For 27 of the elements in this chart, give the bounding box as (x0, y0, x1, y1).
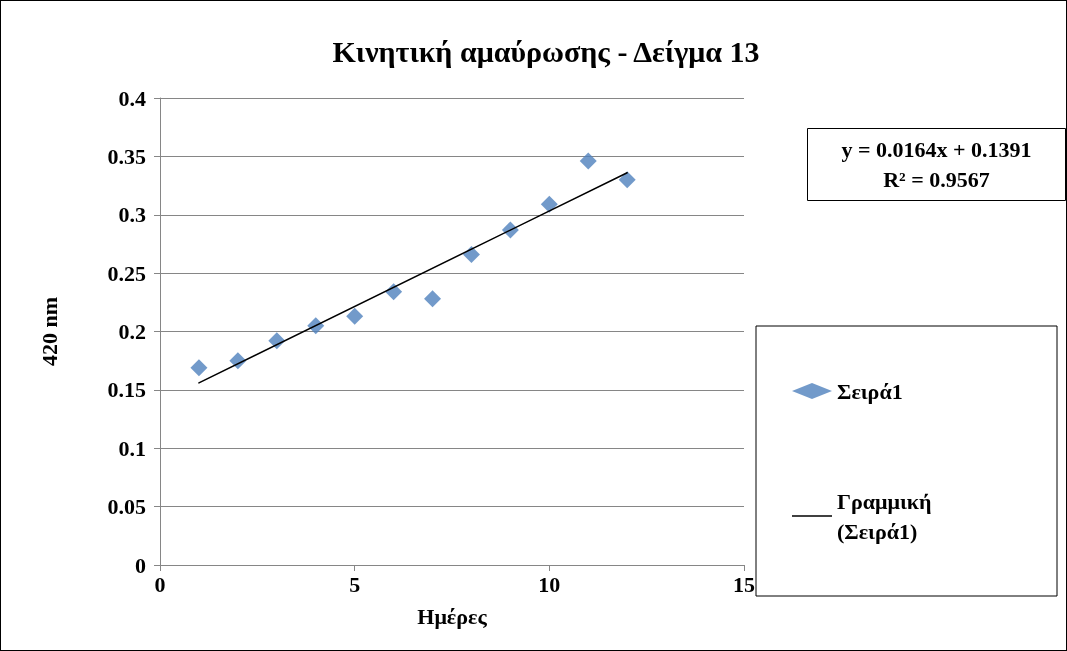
y-tick-label: 0.35 (107, 143, 146, 169)
y-tick-label: 0 (135, 552, 146, 578)
point (540, 195, 558, 213)
y-tick-label: 0.4 (118, 85, 146, 111)
x-axis-title: Ημέρες (417, 603, 488, 629)
legend-label: Σειρά1 (837, 378, 903, 404)
point (618, 171, 636, 189)
y-tick-label: 0.25 (107, 260, 146, 286)
x-tick-label: 0 (154, 571, 166, 597)
point (579, 152, 597, 170)
y-tick-label: 0.3 (118, 202, 146, 228)
x-tick-label: 10 (538, 571, 561, 597)
text: y = 0.0164x + 0.1391 (841, 137, 1032, 162)
y-tick-label: 0.1 (118, 435, 146, 461)
x-tick-label: 5 (349, 571, 361, 597)
point (346, 307, 364, 325)
y-tick-label: 0.05 (107, 494, 146, 520)
text: R² = 0.9567 (883, 167, 990, 192)
chart-title: Κινητική αμαύρωσης - Δείγμα 13 (332, 34, 760, 68)
x-tick-label: 15 (733, 571, 755, 597)
y-axis-title: 420 nm (36, 296, 62, 367)
legend-label: Γραμμική (Σειρά1) (837, 488, 932, 544)
point (190, 359, 208, 377)
y-tick-label: 0.2 (118, 319, 146, 344)
point (424, 290, 442, 308)
point (462, 245, 480, 263)
y-tick-label: 0.15 (107, 377, 146, 403)
